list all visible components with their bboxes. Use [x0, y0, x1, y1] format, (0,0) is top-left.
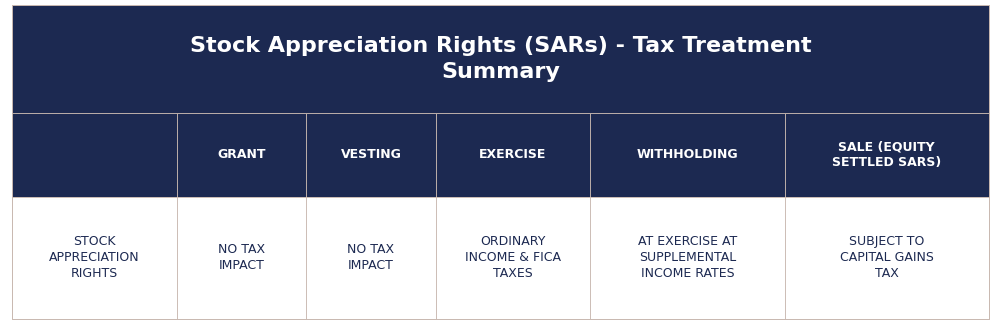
Bar	[785, 113, 989, 197]
Text: SALE (EQUITY
SETTLED SARS): SALE (EQUITY SETTLED SARS)	[832, 140, 941, 169]
Text: WITHHOLDING: WITHHOLDING	[637, 148, 738, 161]
Bar	[306, 113, 435, 197]
Bar	[785, 197, 989, 319]
Text: SUBJECT TO
CAPITAL GAINS
TAX: SUBJECT TO CAPITAL GAINS TAX	[840, 235, 934, 280]
Bar	[306, 197, 435, 319]
Text: ORDINARY
INCOME & FICA
TAXES: ORDINARY INCOME & FICA TAXES	[464, 235, 561, 280]
Bar	[12, 113, 176, 197]
Bar	[435, 113, 591, 197]
Text: EXERCISE: EXERCISE	[479, 148, 547, 161]
Bar	[176, 197, 306, 319]
Text: NO TAX
IMPACT: NO TAX IMPACT	[218, 243, 265, 272]
Bar	[12, 5, 989, 113]
Bar	[591, 197, 785, 319]
Text: STOCK
APPRECIATION
RIGHTS: STOCK APPRECIATION RIGHTS	[49, 235, 139, 280]
Text: GRANT: GRANT	[217, 148, 265, 161]
Bar	[435, 197, 591, 319]
Bar	[176, 113, 306, 197]
Text: Stock Appreciation Rights (SARs) - Tax Treatment
Summary: Stock Appreciation Rights (SARs) - Tax T…	[189, 36, 812, 82]
Text: VESTING: VESTING	[340, 148, 401, 161]
Text: AT EXERCISE AT
SUPPLEMENTAL
INCOME RATES: AT EXERCISE AT SUPPLEMENTAL INCOME RATES	[638, 235, 737, 280]
Bar	[591, 113, 785, 197]
Text: NO TAX
IMPACT: NO TAX IMPACT	[347, 243, 394, 272]
Bar	[12, 197, 176, 319]
